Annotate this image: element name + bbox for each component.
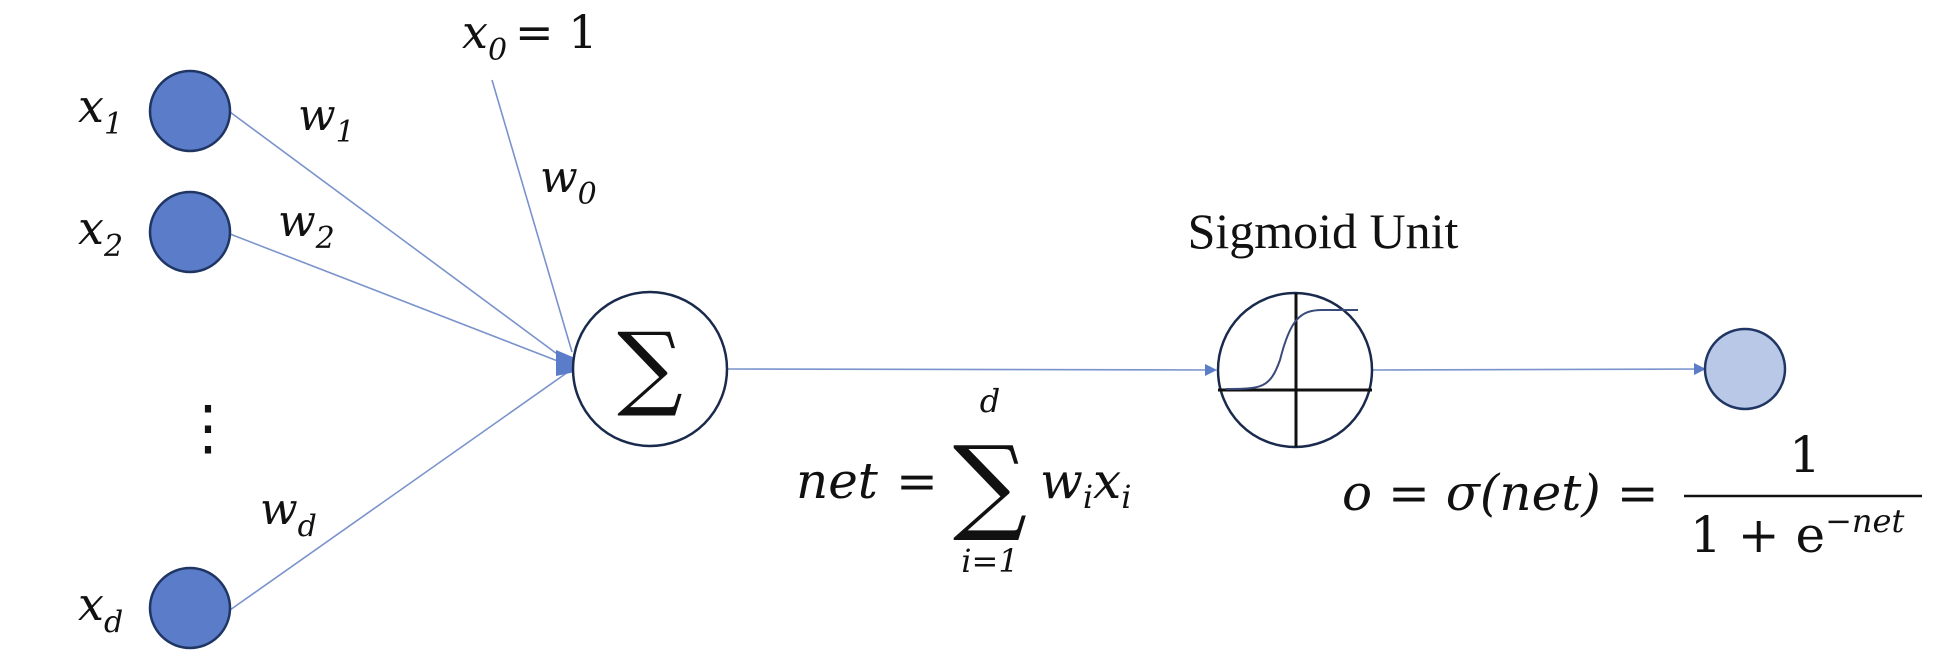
sigmoid-formula: o = σ(net) = 1 1 + e−net: [1342, 426, 1922, 564]
label-bias: x0 = 1: [462, 5, 597, 68]
net-term: wixi: [1040, 452, 1131, 516]
sigmoid-node: [1216, 291, 1374, 449]
label-w0: w0: [540, 152, 597, 212]
input-node-x1: [148, 69, 232, 153]
arrow-sigmoid-to-output: [1371, 363, 1706, 376]
label-x1: x1: [78, 79, 123, 142]
label-w1: w1: [298, 90, 355, 150]
summation-node: [571, 290, 729, 448]
net-lhs: net: [796, 452, 879, 510]
input-node-x2: [148, 190, 232, 274]
net-equals: =: [896, 452, 938, 510]
arrow-sum-to-sigmoid: [727, 363, 1217, 376]
edge-x2-sum: [229, 233, 569, 366]
input-ellipsis: ⋮: [178, 393, 238, 463]
sigmoid-title: Sigmoid Unit: [1188, 203, 1459, 259]
label-x2: x2: [78, 201, 123, 264]
label-wd: wd: [260, 484, 317, 544]
sigmoid-denominator: 1 + e−net: [1690, 502, 1904, 564]
net-lower-limit: i=1: [961, 542, 1018, 580]
edge-x0-sum: [491, 79, 573, 353]
net-formula: net = d ∑ i=1 wixi: [796, 382, 1131, 580]
sigmoid-formula-lhs: o = σ(net) =: [1342, 464, 1659, 522]
label-xd: xd: [78, 577, 123, 640]
edge-x1-sum: [229, 111, 569, 363]
sigmoid-curve: [1225, 309, 1358, 390]
input-node-xd: [148, 566, 232, 650]
convergence-arrowhead: [556, 350, 575, 376]
connections: [229, 79, 573, 611]
net-upper-limit: d: [980, 382, 1000, 420]
sigmoid-numerator: 1: [1789, 426, 1821, 484]
label-w2: w2: [278, 196, 335, 256]
output-node: [1703, 327, 1787, 411]
net-big-sum: ∑: [953, 423, 1027, 545]
summation-symbol: ∑: [617, 313, 683, 420]
edge-xd-sum: [229, 371, 569, 611]
